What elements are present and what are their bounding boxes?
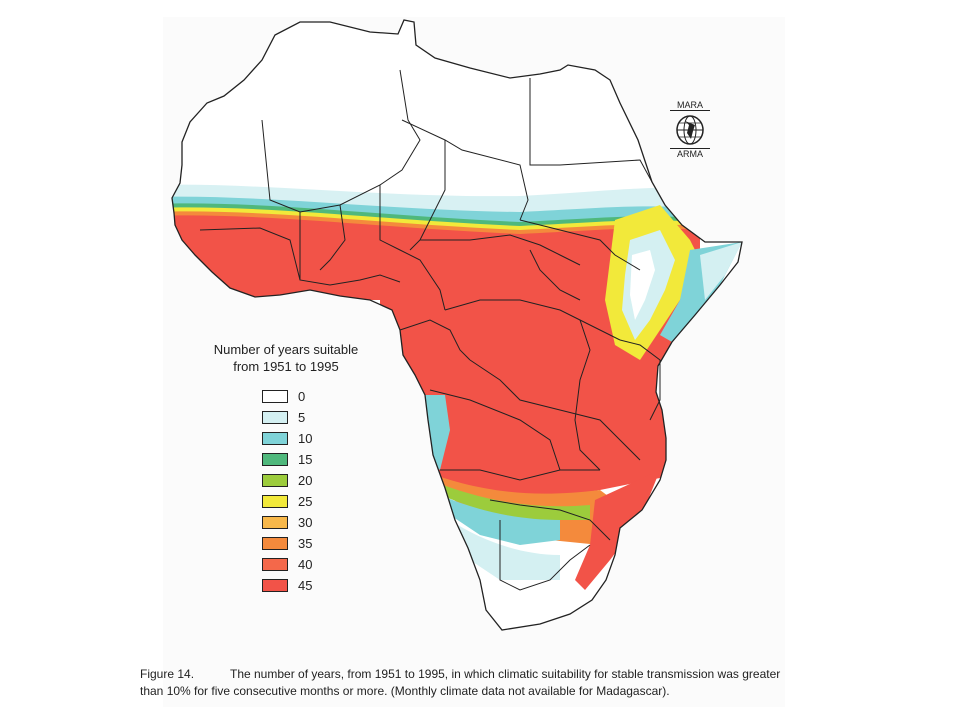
legend-item: 30 (262, 512, 312, 533)
southeast-coast (575, 470, 660, 590)
horn-east-low (700, 242, 742, 300)
legend-title-line1: Number of years suitable (213, 342, 359, 357)
legend-label: 30 (298, 515, 313, 530)
legend-item: 5 (262, 407, 312, 428)
legend-swatch (262, 432, 288, 445)
suitability-layer (172, 184, 742, 590)
figure-caption: Figure 14. The number of years, from 1951… (140, 666, 800, 700)
legend-label: 20 (298, 473, 313, 488)
legend-swatch (262, 579, 288, 592)
logo-bottom-text: ARMA (676, 149, 703, 159)
legend-item: 35 (262, 533, 312, 554)
legend-label: 40 (298, 557, 313, 572)
logo-top-text: MARA (676, 100, 703, 110)
legend-swatch (262, 495, 288, 508)
legend-label: 15 (298, 452, 313, 467)
legend-item: 0 (262, 386, 312, 407)
legend-swatch (262, 411, 288, 424)
map-legend: Number of years suitable from 1951 to 19… (206, 341, 366, 593)
legend-items: 0 5 10 15 20 25 30 35 40 45 (262, 386, 312, 596)
legend-swatch (262, 474, 288, 487)
legend-label: 45 (298, 578, 313, 593)
legend-swatch (262, 516, 288, 529)
legend-label: 10 (298, 431, 313, 446)
legend-title-line2: from 1951 to 1995 (233, 359, 339, 374)
legend-label: 0 (298, 389, 306, 404)
legend-swatch (262, 390, 288, 403)
caption-text-line2: than 10% for five consecutive months or … (140, 684, 670, 698)
legend-item: 15 (262, 449, 312, 470)
logo-divider-bottom (670, 148, 710, 149)
logo-divider-top (670, 110, 710, 111)
legend-label: 25 (298, 494, 313, 509)
caption-text-line1: The number of years, from 1951 to 1995, … (230, 667, 781, 681)
caption-line1: Figure 14. The number of years, from 1951… (140, 666, 800, 683)
legend-item: 40 (262, 554, 312, 575)
globe-icon (676, 115, 704, 145)
suitable-zone (172, 215, 700, 500)
south-yellow (430, 480, 590, 520)
legend-swatch (262, 558, 288, 571)
caption-label: Figure 14. (140, 667, 195, 681)
legend-item: 10 (262, 428, 312, 449)
legend-item: 20 (262, 470, 312, 491)
legend-item: 25 (262, 491, 312, 512)
legend-item: 45 (262, 575, 312, 596)
mara-logo: MARA ARMA (668, 100, 712, 160)
legend-swatch (262, 537, 288, 550)
south-low (450, 520, 560, 580)
country-borders (171, 19, 743, 631)
legend-label: 35 (298, 536, 313, 551)
legend-title: Number of years suitable from 1951 to 19… (206, 341, 366, 375)
legend-swatch (262, 453, 288, 466)
legend-label: 5 (298, 410, 306, 425)
